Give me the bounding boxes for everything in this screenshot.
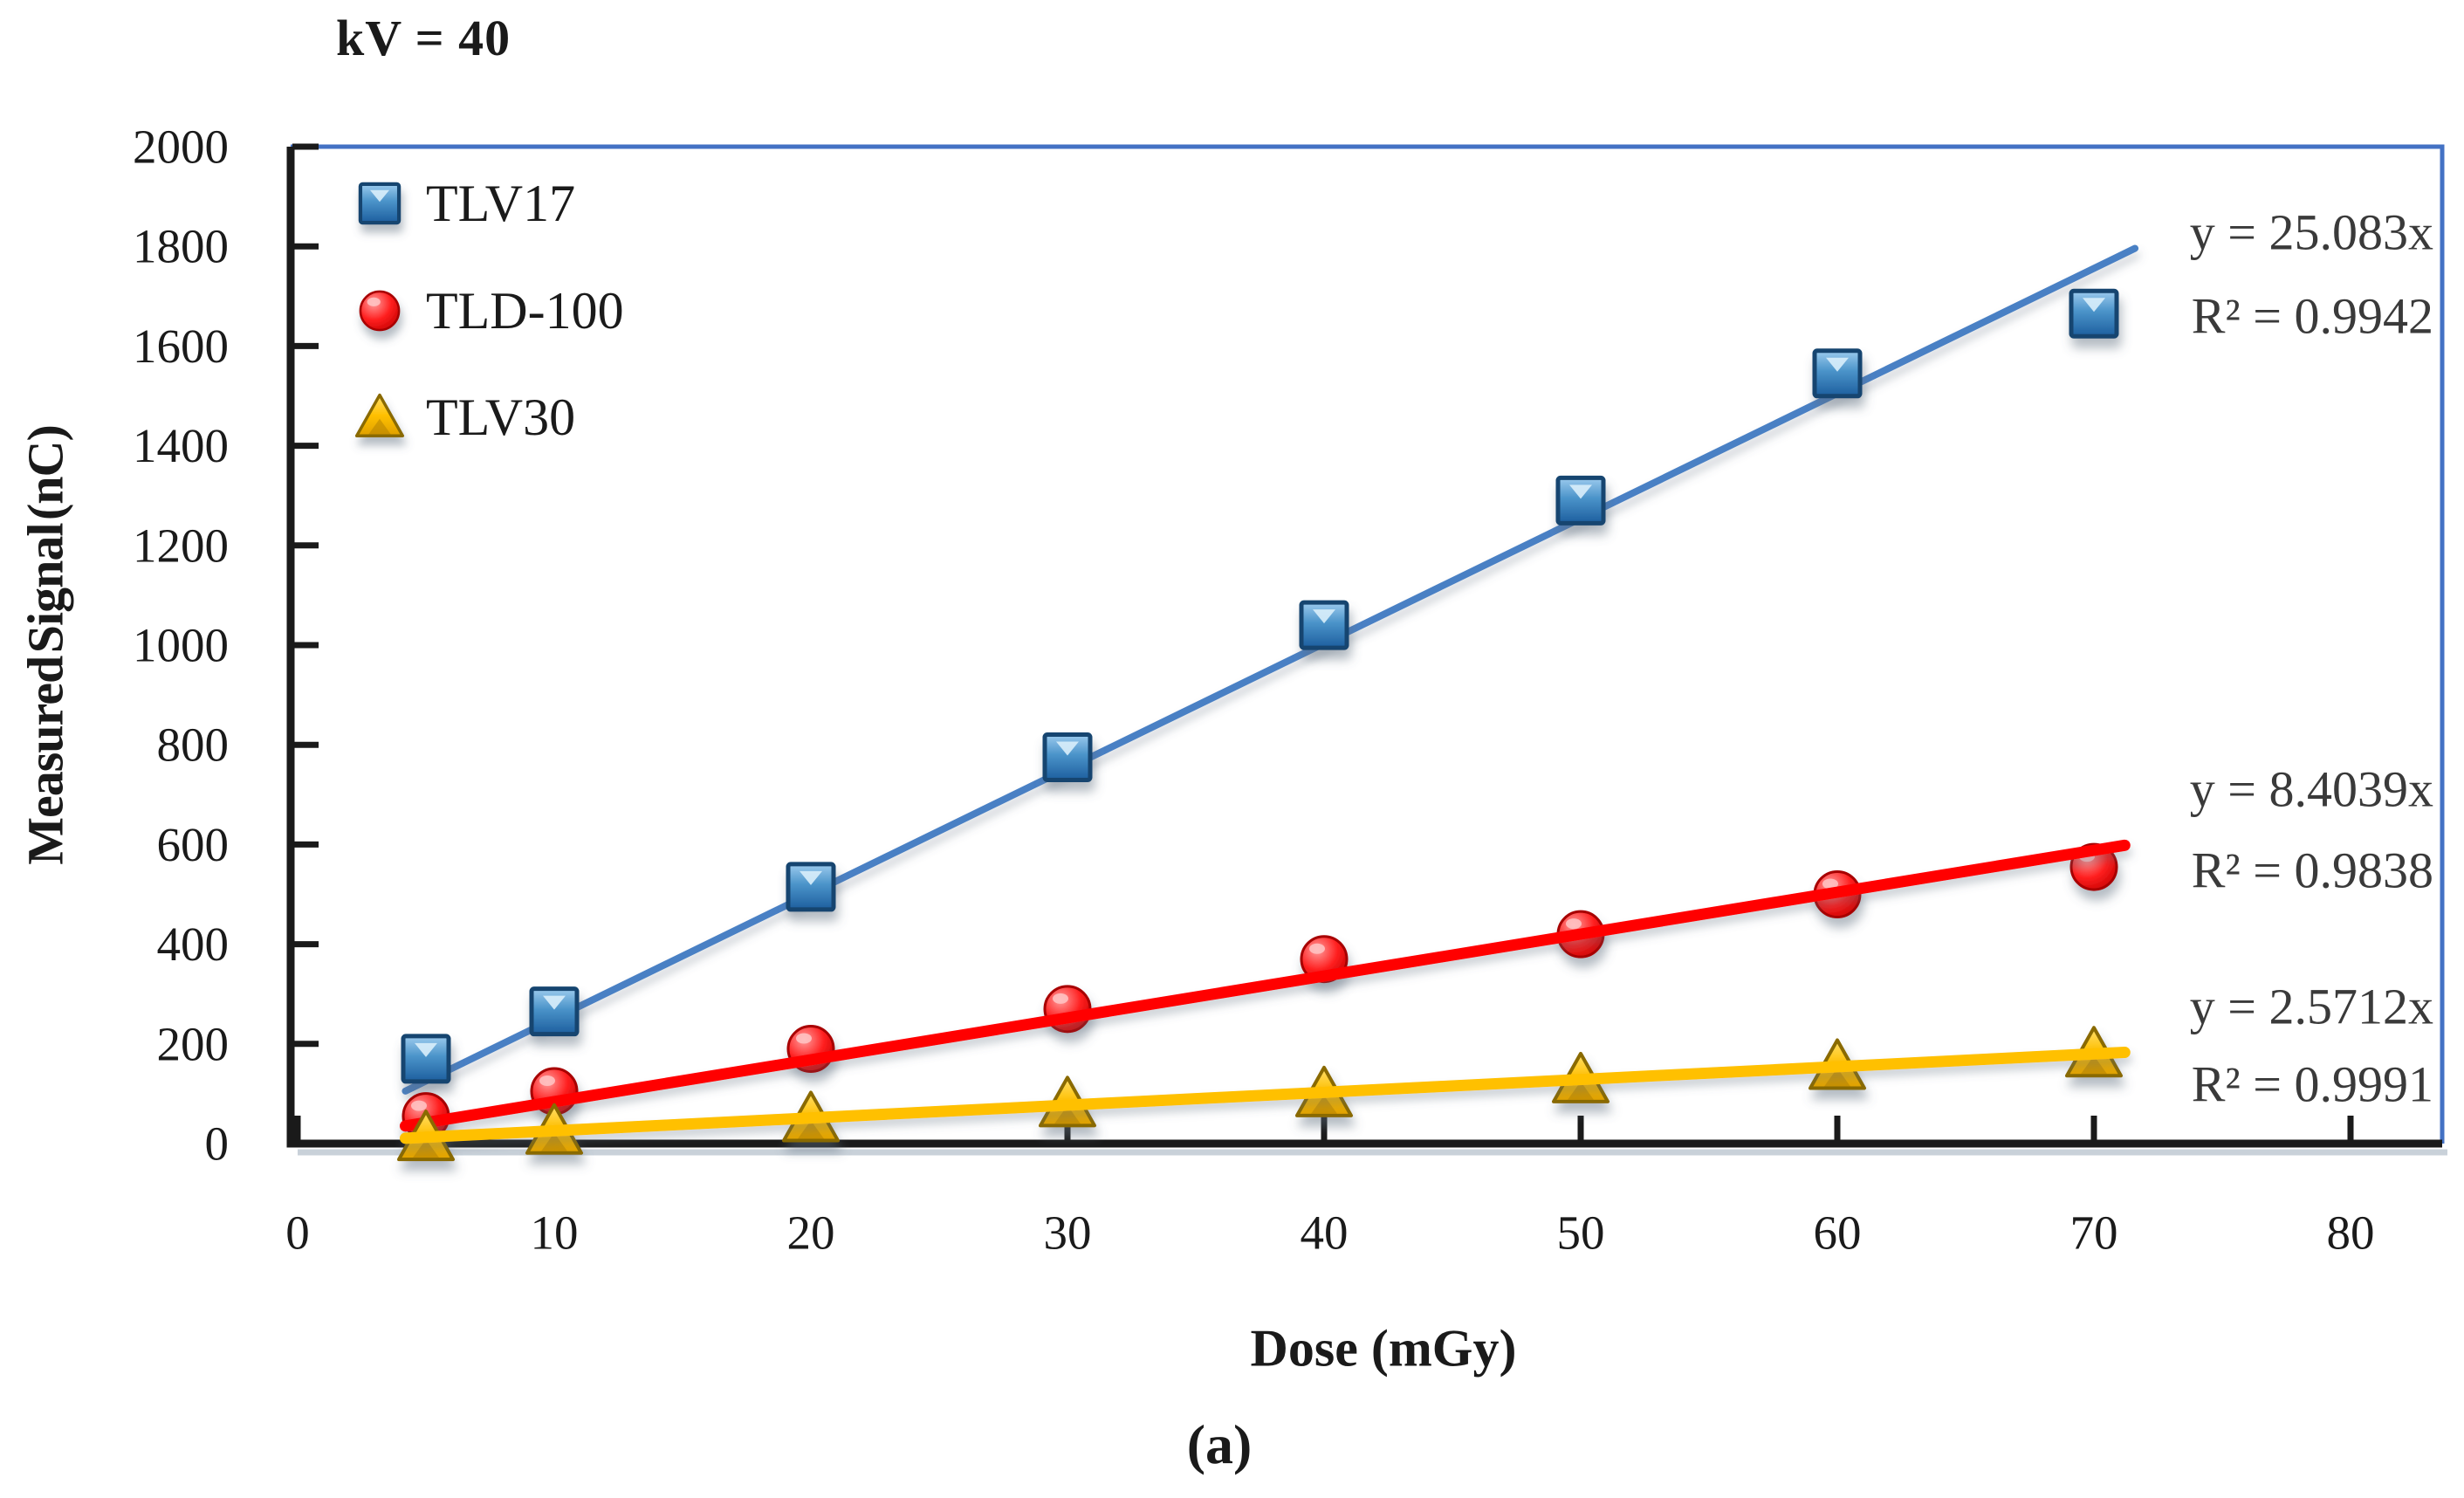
data-point-TLV17-10 [529, 986, 580, 1037]
data-point-TLV17-50 [1555, 475, 1606, 526]
triangle-legend-marker [354, 393, 405, 437]
data-point-TLV17-60 [1812, 348, 1863, 399]
trendline-r2-TLV17: R² = 0.9942 [2192, 288, 2433, 345]
legend-item-TLV17: TLV17 [358, 175, 575, 232]
x-tick-label: 80 [2327, 1206, 2375, 1260]
x-axis-title: Dose (mGy) [1250, 1319, 1517, 1378]
x-tick-label: 40 [1301, 1206, 1349, 1260]
x-tick-label: 50 [1557, 1206, 1605, 1260]
legend-item-TLV30: TLV30 [354, 388, 575, 446]
trendline-r2-TLV30: R² = 0.9991 [2192, 1056, 2433, 1113]
data-point-TLV17-5 [401, 1034, 451, 1084]
y-tick-label: 1000 [133, 619, 229, 672]
y-tick-label: 400 [157, 917, 230, 971]
y-tick-label: 2000 [133, 120, 229, 174]
circle-legend-marker [359, 290, 401, 332]
data-point-TLV17-40 [1299, 600, 1349, 650]
series-TLV17 [401, 244, 2139, 1095]
legend-item-TLD-100: TLD-100 [359, 282, 624, 340]
y-tick-label: 1600 [133, 320, 229, 373]
data-point-TLV17-30 [1042, 732, 1093, 782]
x-tick-label: 30 [1044, 1206, 1092, 1260]
legend-label-TLV30: TLV30 [426, 388, 575, 446]
y-tick-label: 600 [157, 818, 230, 871]
trendline-TLV30 [399, 1046, 2131, 1144]
y-tick-label: 800 [157, 718, 230, 772]
chart-title: kV = 40 [336, 10, 511, 66]
trendline-r2-TLD-100: R² = 0.9838 [2192, 842, 2433, 899]
y-tick-label: 200 [157, 1017, 230, 1070]
y-tick-label: 1400 [133, 419, 229, 472]
trendline-equation-TLD-100: y = 8.4039x [2190, 761, 2433, 818]
trendline-TLV17 [402, 244, 2139, 1095]
figure-caption: (a) [1186, 1413, 1253, 1475]
square-legend-marker [358, 182, 402, 225]
y-tick-label: 1200 [133, 519, 229, 572]
x-tick-label: 20 [787, 1206, 835, 1260]
trendline-equation-TLV17: y = 25.083x [2190, 204, 2433, 261]
legend-label-TLD-100: TLD-100 [426, 282, 624, 340]
x-tick-label: 60 [1814, 1206, 1862, 1260]
series-TLV30 [397, 1026, 2131, 1162]
plot-frame [291, 144, 2445, 1144]
data-point-TLV17-20 [786, 862, 836, 912]
axes [286, 147, 2442, 1148]
y-tick-label: 1800 [133, 220, 229, 273]
data-point-TLV17-70 [2069, 288, 2119, 339]
trendline-equation-TLV30: y = 2.5712x [2190, 979, 2433, 1035]
x-tick-label: 10 [531, 1206, 579, 1260]
x-tick-label: 70 [2070, 1206, 2118, 1260]
x-tick-label: 0 [285, 1206, 310, 1260]
trendline-TLD-100 [399, 839, 2131, 1132]
legend-label-TLV17: TLV17 [426, 175, 575, 232]
y-tick-label: 0 [205, 1117, 230, 1171]
